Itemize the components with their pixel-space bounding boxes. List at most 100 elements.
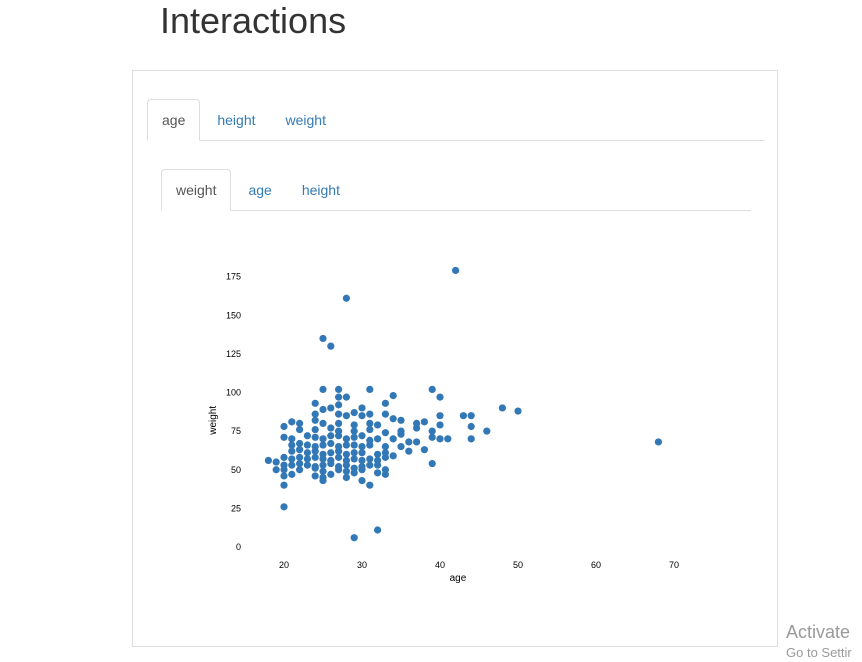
- scatter-point: [358, 404, 366, 412]
- scatter-point: [389, 391, 397, 400]
- scatter-point: [319, 476, 327, 485]
- scatter-point: [335, 385, 343, 394]
- scatter-point: [288, 461, 296, 469]
- scatter-point: [280, 503, 288, 511]
- subtab-height[interactable]: height: [301, 181, 340, 198]
- scatter-point: [319, 467, 327, 475]
- scatter-point: [498, 404, 506, 412]
- scatter-point: [654, 438, 662, 446]
- scatter-point: [280, 466, 288, 474]
- scatter-point: [381, 410, 389, 418]
- page-title: Interactions: [160, 0, 347, 41]
- subtab-weight[interactable]: weight: [161, 169, 232, 211]
- y-tick-150: 150: [226, 310, 241, 320]
- scatter-point: [319, 419, 327, 427]
- scatter-point: [288, 418, 296, 426]
- scatter-point: [374, 421, 382, 429]
- scatter-point: [296, 419, 304, 427]
- scatter-point: [452, 266, 460, 275]
- scatter-point: [335, 466, 343, 474]
- scatter-point: [327, 342, 335, 350]
- scatter-point: [296, 459, 304, 468]
- scatter-point: [296, 439, 304, 448]
- scatter-point: [342, 461, 350, 469]
- scatter-point: [311, 416, 319, 424]
- scatter-point: [374, 526, 382, 534]
- y-axis-label: weight: [208, 406, 219, 436]
- scatter-point: [350, 441, 358, 449]
- scatter-point: [358, 449, 366, 457]
- scatter-point: [514, 407, 522, 415]
- scatter-point: [366, 441, 374, 449]
- subtab-age[interactable]: age: [248, 181, 272, 198]
- x-tick-40: 40: [435, 560, 445, 570]
- scatter-points: [264, 266, 662, 542]
- scatter-point: [374, 450, 382, 458]
- scatter-point: [327, 432, 335, 440]
- scatter-point: [350, 433, 358, 441]
- scatter-point: [413, 424, 421, 432]
- scatter-point: [327, 424, 335, 432]
- scatter-point: [296, 466, 304, 474]
- scatter-point: [303, 432, 311, 440]
- scatter-point: [374, 469, 382, 477]
- scatter-point: [389, 415, 397, 423]
- scatter-point: [280, 453, 288, 461]
- scatter-point: [350, 427, 358, 435]
- scatter-point: [272, 466, 280, 474]
- scatter-point: [436, 412, 444, 420]
- interactions-panel: age height weight weight age height 0 25 5…: [132, 70, 778, 647]
- scatter-point: [358, 412, 366, 420]
- scatter-point: [327, 439, 335, 448]
- watermark-line-2: Go to Settir: [786, 645, 852, 660]
- scatter-point: [381, 442, 389, 451]
- y-tick-125: 125: [226, 349, 241, 359]
- tab-weight[interactable]: weight: [285, 111, 326, 128]
- scatter-point: [303, 461, 311, 469]
- tab-age[interactable]: age: [147, 99, 201, 141]
- y-tick-175: 175: [226, 272, 241, 282]
- scatter-point: [288, 435, 296, 443]
- x-tick-60: 60: [591, 560, 601, 570]
- scatter-point: [335, 401, 343, 409]
- scatter-point: [389, 435, 397, 443]
- scatter-point: [374, 461, 382, 469]
- scatter-point: [311, 399, 319, 407]
- scatter-point: [288, 447, 296, 455]
- scatter-point: [335, 447, 343, 455]
- scatter-point: [397, 416, 405, 424]
- scatter-point: [405, 438, 413, 446]
- scatter-point: [358, 456, 366, 465]
- scatter-point: [397, 442, 405, 451]
- scatter-point: [405, 447, 413, 455]
- scatter-point: [467, 435, 475, 443]
- scatter-point: [303, 455, 311, 463]
- y-tick-50: 50: [231, 465, 241, 475]
- scatter-point: [358, 432, 366, 440]
- scatter-point: [428, 427, 436, 435]
- x-axis-label: age: [450, 573, 467, 584]
- activation-watermark: Activate Go to Settir: [786, 620, 852, 662]
- scatter-point: [358, 442, 366, 451]
- tab-height[interactable]: height: [217, 111, 256, 128]
- scatter-point: [335, 419, 343, 427]
- scatter-point: [327, 404, 335, 412]
- scatter-point: [350, 421, 358, 429]
- scatter-point: [342, 393, 350, 401]
- scatter-point: [366, 455, 374, 463]
- scatter-point: [342, 441, 350, 449]
- scatter-point: [303, 441, 311, 449]
- scatter-point: [311, 472, 319, 480]
- scatter-point: [264, 456, 272, 465]
- scatter-point: [288, 470, 296, 478]
- scatter-point: [366, 419, 374, 427]
- scatter-point: [420, 446, 428, 454]
- scatter-point: [350, 408, 358, 417]
- x-tick-30: 30: [357, 560, 367, 570]
- scatter-point: [335, 393, 343, 401]
- scatter-plot: 0 25 50 75 100 125 150 175 20 30 40 50 60 70 age wei…: [208, 266, 679, 584]
- scatter-point: [342, 435, 350, 443]
- scatter-point: [428, 433, 436, 441]
- scatter-point: [350, 469, 358, 477]
- scatter-point: [342, 467, 350, 475]
